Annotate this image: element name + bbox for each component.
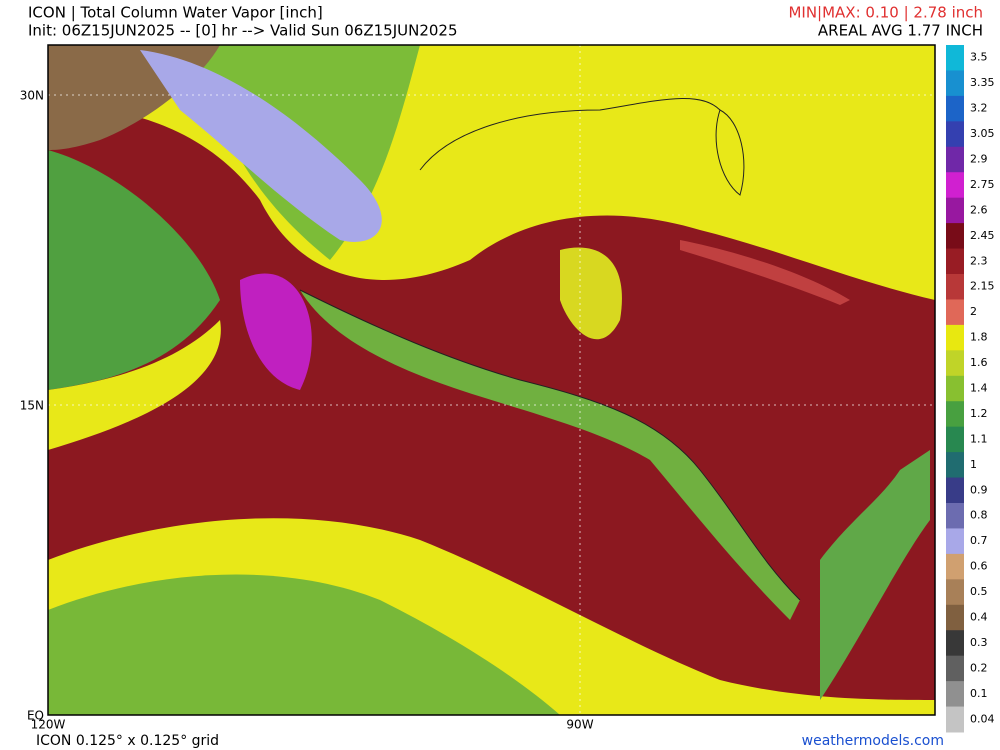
colorbar-band [946, 197, 964, 224]
colorbar-band [946, 401, 964, 428]
colorbar-band [946, 274, 964, 300]
colorbar-label: 2.6 [970, 203, 988, 216]
colorbar-band [946, 426, 964, 453]
colorbar-band [946, 579, 964, 606]
colorbar-band [946, 223, 964, 250]
lon-label: 90W [566, 718, 593, 732]
lat-label: EQ [27, 709, 44, 723]
colorbar-label: 3.35 [970, 76, 995, 89]
colorbar-label: 0.3 [970, 636, 988, 649]
lat-label: 30N [20, 89, 44, 103]
field-green-south [48, 574, 560, 715]
land-cuba [680, 240, 850, 305]
footer-credit[interactable]: weathermodels.com [802, 733, 944, 749]
colorbar: 3.5 3.35 3.2 3.05 2.9 2.75 2.6 2.45 2.3 2.15 2 1.8 1… [946, 45, 995, 733]
field-magenta [240, 273, 312, 390]
colorbar-band [946, 375, 964, 402]
colorbar-band [946, 630, 964, 657]
colorbar-band [946, 172, 964, 199]
title: ICON | Total Column Water Vapor [inch] [28, 4, 323, 22]
minmax: MIN|MAX: 0.10 | 2.78 inch [788, 4, 983, 22]
colorbar-label: 1 [970, 458, 977, 471]
colorbar-label: 2.75 [970, 178, 995, 191]
colorbar-band [946, 70, 964, 97]
colorbar-band [946, 299, 964, 326]
colorbar-label: 0.04 [970, 712, 995, 725]
colorbar-band [946, 553, 964, 580]
colorbar-band [946, 248, 964, 275]
colorbar-band [946, 350, 964, 377]
colorbar-band [946, 503, 964, 529]
lon-label: 120W [31, 718, 66, 732]
colorbar-label: 0.8 [970, 509, 988, 522]
colorbar-label: 2 [970, 305, 977, 318]
map [47, 44, 936, 716]
colorbar-band [946, 528, 964, 555]
colorbar-label: 2.9 [970, 153, 988, 166]
map-frame [47, 44, 936, 716]
colorbar-band [946, 706, 964, 733]
colorbar-label: 0.6 [970, 560, 988, 573]
colorbar-label: 1.6 [970, 356, 988, 369]
colorbar-band [946, 655, 964, 682]
coastline [299, 289, 801, 601]
colorbar-label: 1.2 [970, 407, 988, 420]
colorbar-label: 0.4 [970, 611, 988, 624]
colorbar-label: 3.2 [970, 102, 988, 115]
colorbar-label: 2.45 [970, 229, 995, 242]
field-yellow-west [48, 320, 221, 450]
land-yucatan [560, 247, 622, 340]
subtitle: Init: 06Z15JUN2025 -- [0] hr --> Valid S… [28, 22, 458, 40]
colorbar-label: 0.5 [970, 585, 988, 598]
land-south-america [820, 450, 930, 700]
colorbar-band [946, 146, 964, 173]
colorbar-band [946, 45, 964, 71]
colorbar-band [946, 681, 964, 708]
colorbar-band [946, 324, 964, 351]
colorbar-band [946, 95, 964, 122]
lat-label: 15N [20, 399, 44, 413]
colorbar-label: 1.1 [970, 432, 988, 445]
colorbar-label: 2.3 [970, 254, 988, 267]
colorbar-label: 0.7 [970, 534, 988, 547]
colorbar-label: 0.9 [970, 483, 988, 496]
coastline-gulf [419, 97, 721, 171]
colorbar-label: 1.4 [970, 382, 988, 395]
colorbar-label: 0.1 [970, 687, 988, 700]
colorbar-label: 0.2 [970, 661, 988, 674]
footer-grid: ICON 0.125° x 0.125° grid [36, 733, 219, 749]
colorbar-label: 3.5 [970, 51, 988, 64]
land-florida [715, 109, 745, 196]
areal-avg: AREAL AVG 1.77 INCH [818, 22, 983, 40]
colorbar-label: 2.15 [970, 280, 995, 293]
colorbar-band [946, 452, 964, 479]
colorbar-band [946, 121, 964, 148]
colorbar-band [946, 477, 964, 504]
colorbar-label: 1.8 [970, 331, 988, 344]
colorbar-label: 3.05 [970, 127, 995, 140]
field-green-west [48, 150, 220, 390]
field-lavender [140, 50, 382, 242]
land-central-america [300, 290, 800, 620]
colorbar-band [946, 604, 964, 631]
